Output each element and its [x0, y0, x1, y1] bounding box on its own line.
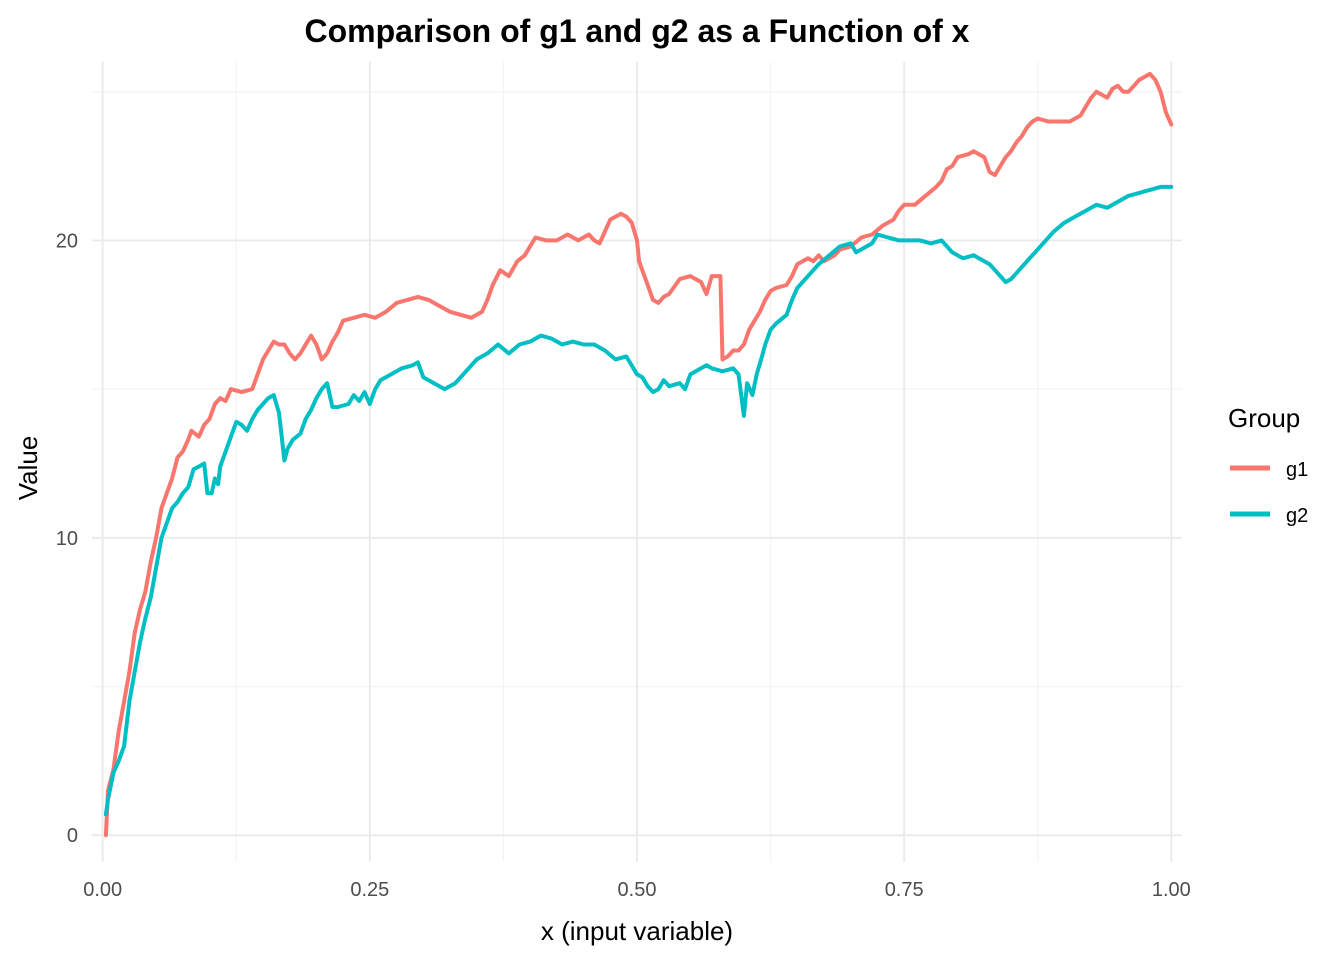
legend-title: Group [1228, 403, 1300, 433]
series-lines [103, 71, 1174, 838]
y-tick-label: 10 [56, 528, 78, 550]
series-line-g2 [103, 184, 1174, 817]
grid [92, 62, 1182, 862]
legend-items: g1 g2 [1230, 459, 1308, 527]
series-line-g1 [103, 71, 1174, 838]
tick-labels: 0.00 0.25 0.50 0.75 1.00 0 10 20 [56, 230, 1191, 901]
x-tick-label: 0.75 [885, 879, 924, 901]
y-tick-label: 0 [67, 825, 78, 847]
x-tick-label: 1.00 [1152, 879, 1191, 901]
y-axis-label: Value [13, 436, 43, 501]
legend-label-g1: g1 [1286, 459, 1308, 481]
x-tick-label: 0.25 [350, 879, 389, 901]
y-tick-label: 20 [56, 230, 78, 252]
legend-label-g2: g2 [1286, 505, 1308, 527]
chart-title: Comparison of g1 and g2 as a Function of… [305, 13, 970, 49]
x-tick-label: 0.50 [618, 879, 657, 901]
x-tick-label: 0.00 [83, 879, 122, 901]
legend: Group g1 g2 [1228, 403, 1308, 527]
x-axis-label: x (input variable) [541, 916, 733, 946]
